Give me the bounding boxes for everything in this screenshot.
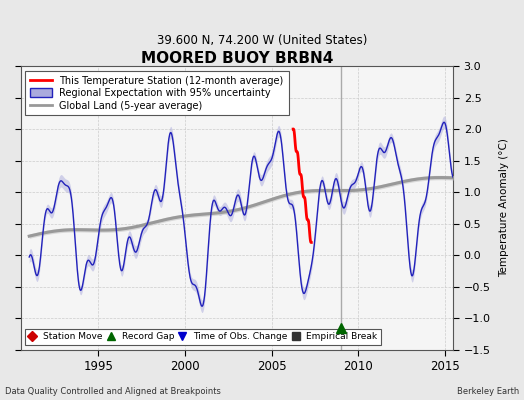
Y-axis label: Temperature Anomaly (°C): Temperature Anomaly (°C) — [499, 138, 509, 277]
Text: Berkeley Earth: Berkeley Earth — [456, 387, 519, 396]
Text: Data Quality Controlled and Aligned at Breakpoints: Data Quality Controlled and Aligned at B… — [5, 387, 221, 396]
Text: 39.600 N, 74.200 W (United States): 39.600 N, 74.200 W (United States) — [157, 34, 367, 47]
Title: MOORED BUOY BRBN4: MOORED BUOY BRBN4 — [141, 51, 333, 66]
Legend: Station Move, Record Gap, Time of Obs. Change, Empirical Break: Station Move, Record Gap, Time of Obs. C… — [25, 329, 381, 345]
